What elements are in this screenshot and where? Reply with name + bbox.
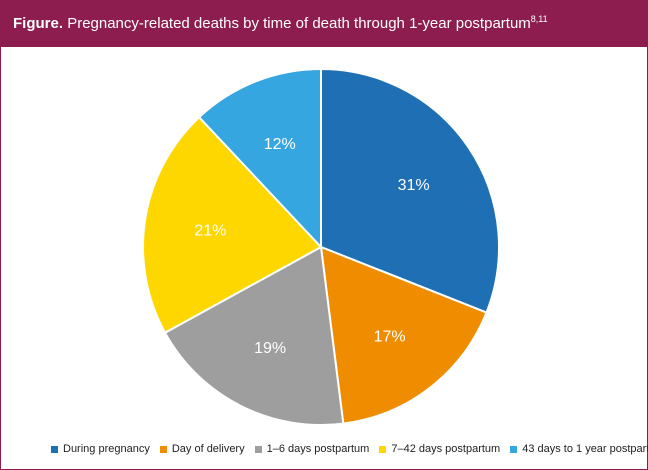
legend-item-during-pregnancy: During pregnancy — [51, 443, 150, 455]
figure-label: Figure. — [13, 15, 64, 32]
pie-slice-day-of-delivery — [319, 245, 488, 425]
pie-slices — [142, 67, 500, 426]
data-label-day-of-delivery: 17% — [374, 328, 406, 345]
legend-label: 43 days to 1 year postpartum — [522, 443, 648, 455]
pie-slice-7-42-days-postpartum — [142, 115, 323, 335]
legend-item-day-of-delivery: Day of delivery — [159, 443, 245, 455]
chart-legend: During pregnancy Day of delivery 1–6 days … — [51, 441, 648, 457]
legend-swatch — [510, 445, 518, 453]
data-label-during-pregnancy: 31% — [398, 177, 430, 194]
pie-slice-during-pregnancy — [320, 67, 500, 314]
data-label-1-6-days-postpartum: 19% — [254, 340, 286, 357]
legend-label: 7–42 days postpartum — [391, 443, 501, 455]
legend-item-7-42-days-postpartum: 7–42 days postpartum — [379, 443, 500, 455]
legend-swatch — [51, 445, 58, 453]
legend-swatch — [379, 445, 387, 453]
legend-item-1-6-days-postpartum: 1–6 days postpartum — [254, 443, 370, 455]
legend-label: Day of delivery — [171, 443, 245, 455]
legend-swatch — [254, 445, 262, 453]
pie-slice-1-6-days-postpartum — [163, 245, 345, 426]
figure-citation: 8,11 — [530, 14, 548, 24]
legend-label: During pregnancy — [63, 443, 150, 455]
pie-slice-43-days-to-1-year-postpartum — [197, 67, 322, 250]
legend-item-43-days-to-1-year-postpartum: 43 days to 1 year postpartum — [510, 443, 648, 455]
data-label-43-days-to-1-year-postpartum: 12% — [264, 136, 296, 153]
pie-labels: 31% 17% 19% 21% 12% — [194, 136, 429, 357]
data-label-7-42-days-postpartum: 21% — [194, 222, 226, 239]
legend-swatch — [159, 445, 167, 453]
figure-header: Figure. Pregnancy-related deaths by time… — [1, 1, 647, 47]
legend-label: 1–6 days postpartum — [266, 443, 370, 455]
figure-title: Pregnancy-related deaths by time of deat… — [67, 15, 531, 32]
